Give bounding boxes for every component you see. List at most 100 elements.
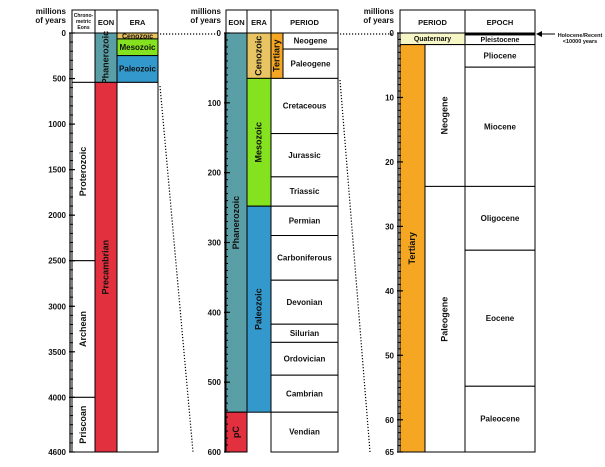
unit-label: Paleogene <box>439 297 449 342</box>
axis-tick-label: 2500 <box>48 257 66 266</box>
unit-paleocene <box>464 385 536 453</box>
unit-blank <box>464 32 536 35</box>
column-header-label: EPOCH <box>487 18 514 27</box>
column-header-label: ERA <box>251 18 267 27</box>
column-header-label: EON <box>98 18 114 27</box>
unit-devonian <box>270 279 339 325</box>
unit-jurassic <box>270 133 339 178</box>
axis-label: millions of years <box>190 7 221 25</box>
unit-label: Mesozoic <box>253 122 263 163</box>
unit-label: Cretaceous <box>283 102 327 111</box>
unit-cretaceous <box>270 77 339 135</box>
axis-tick-label: 500 <box>53 75 67 84</box>
unit-label: Miocene <box>484 122 517 131</box>
panel-2: millions of years EON ERA PERIOD Phanerozoic p… <box>190 7 339 457</box>
unit-label: Eocene <box>486 314 515 323</box>
axis-tick-label: 1500 <box>48 166 66 175</box>
connector-line <box>339 79 371 453</box>
unit-label: Tertiary <box>407 232 417 264</box>
axis-tick-label: 65 <box>385 448 394 457</box>
unit-tertiary <box>399 44 426 453</box>
unit-oligocene <box>464 185 536 251</box>
unit-label: Carboniferous <box>277 253 332 262</box>
axis-tick-label: 0 <box>217 29 222 38</box>
axis-tick-label: 100 <box>208 99 222 108</box>
axis-label-line: millions <box>191 7 222 16</box>
unit-label: Ordovician <box>284 354 326 363</box>
unit-ordovician <box>270 341 339 376</box>
axis-tick-label: 10 <box>385 93 394 102</box>
unit-permian <box>270 205 339 237</box>
axis-label: millions of years <box>363 7 394 25</box>
unit-label: Precambrian <box>100 240 110 295</box>
axis-tick-label: 400 <box>208 308 222 317</box>
unit-label: Tertiary <box>271 40 281 72</box>
unit-label: Paleogene <box>290 59 331 68</box>
axis-tick-label: 30 <box>385 222 394 231</box>
axis-tick-label: 40 <box>385 287 394 296</box>
unit-label: Jurassic <box>288 151 321 160</box>
unit-label: Phanerozoic <box>231 196 241 250</box>
axis-tick-label: 60 <box>385 416 394 425</box>
unit-label: Priscoan <box>78 406 88 444</box>
axis-label-line: of years <box>190 16 221 25</box>
unit-neogene <box>424 44 466 187</box>
unit-label: Pliocene <box>484 51 517 60</box>
axis-tick-label: 4000 <box>48 393 66 402</box>
column-header-label: PERIOD <box>418 18 447 27</box>
unit-triassic <box>270 176 339 207</box>
unit-label: pC <box>231 426 241 438</box>
axis-tick-label: 0 <box>390 29 395 38</box>
unit-label: Paleozoic <box>253 288 263 330</box>
axis-tick-label: 20 <box>385 158 394 167</box>
unit-label: Cenozoic <box>122 33 153 40</box>
unit-label: Paleocene <box>480 415 520 424</box>
unit-label: Pleistocene <box>481 37 520 44</box>
unit-mesozoic <box>246 77 272 207</box>
axis-tick-label: 4600 <box>48 448 66 457</box>
column-header-label: ERA <box>130 18 146 27</box>
unit-label: Oligocene <box>481 214 520 223</box>
unit-paleogene <box>424 185 466 453</box>
axis-label-line: millions <box>36 7 67 16</box>
axis-label: millions of years <box>35 7 66 25</box>
unit-label: Cambrian <box>286 389 323 398</box>
unit-label: Archean <box>78 311 88 347</box>
axis-tick-label: 50 <box>385 351 394 360</box>
unit-label: Permian <box>289 216 321 225</box>
unit-label: Quaternary <box>414 36 451 43</box>
column-header-label: PERIOD <box>290 18 319 27</box>
axis-tick-label: 2000 <box>48 211 66 220</box>
axis-tick-label: 0 <box>62 29 67 38</box>
unit-paleogene <box>282 48 339 79</box>
panel-3: millions of years PERIOD EPOCH Quaternary Ter… <box>363 7 536 457</box>
column-header-label: metric <box>76 19 91 25</box>
axis-tick-label: 3000 <box>48 302 66 311</box>
unit-pc <box>225 411 248 453</box>
column-header-label: EON <box>228 18 244 27</box>
unit-label: Silurian <box>290 329 319 338</box>
unit-cenozoic <box>246 32 272 79</box>
unit-carboniferous <box>270 235 339 281</box>
axis-tick-label: 200 <box>208 169 222 178</box>
unit-label: Neogene <box>439 97 449 135</box>
unit-label: Mesozoic <box>119 43 156 52</box>
unit-label: Devonian <box>286 298 322 307</box>
unit-label: Phanerozoic <box>100 31 110 85</box>
unit-label: Triassic <box>290 187 320 196</box>
unit-blank <box>71 32 96 83</box>
unit-blank <box>116 81 159 453</box>
connector-line <box>159 85 194 453</box>
axis-tick-label: 3500 <box>48 348 66 357</box>
unit-label: Paleozoic <box>119 65 156 74</box>
unit-label: Neogene <box>294 37 328 46</box>
column-header-label: Chrono- <box>74 13 94 19</box>
axis-tick-label: 500 <box>208 378 222 387</box>
annotation-text: <10000 years <box>563 39 597 45</box>
unit-label: Cenozoic <box>253 36 263 76</box>
axis-tick-label: 300 <box>208 239 222 248</box>
arrow-icon <box>536 31 542 37</box>
unit-cambrian <box>270 374 339 413</box>
